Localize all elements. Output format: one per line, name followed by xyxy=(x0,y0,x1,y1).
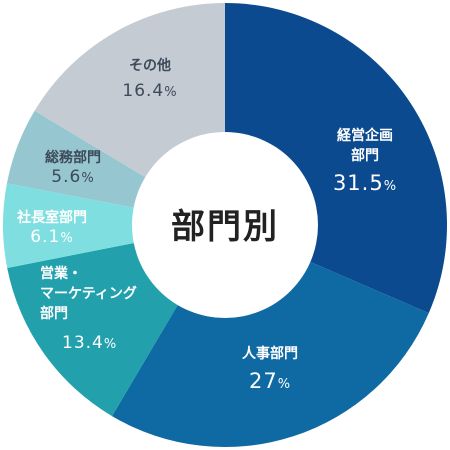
slice-name-label: 社長室部門 xyxy=(16,209,87,226)
slice-value-label: 6.1% xyxy=(30,227,73,247)
slice-name-label: 部門 xyxy=(40,305,68,322)
center-label: 部門別 xyxy=(171,207,279,247)
pie-slice xyxy=(111,225,429,447)
slice-name-label: 総務部門 xyxy=(45,149,101,166)
slice-name-label: 部門 xyxy=(351,147,379,164)
pie-slice xyxy=(3,183,226,268)
slice-name-label: マーケティング xyxy=(40,285,137,302)
slice-name-label: 人事部門 xyxy=(242,345,298,362)
slice-name-label: 経営企画 xyxy=(337,127,393,144)
donut-hole xyxy=(132,132,318,318)
slice-name-label: その他 xyxy=(129,57,171,74)
slice-value-label: 13.4% xyxy=(62,333,117,353)
slice-value-label: 5.6% xyxy=(51,167,94,187)
slice-name-label: 営業・ xyxy=(40,265,82,282)
slice-labels: 経営企画部門31.5%人事部門27%営業・マーケティング部門13.4%社長室部門… xyxy=(16,57,396,393)
slice-value-label: 16.4% xyxy=(122,81,177,101)
